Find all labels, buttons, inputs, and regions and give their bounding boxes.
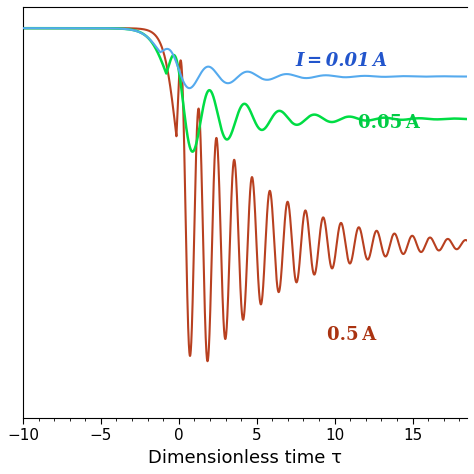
Text: I = 0.01 A: I = 0.01 A [296,52,388,70]
Text: 0.5 A: 0.5 A [327,326,376,344]
X-axis label: Dimensionless time τ: Dimensionless time τ [148,449,342,467]
Text: 0.05 A: 0.05 A [358,114,420,132]
